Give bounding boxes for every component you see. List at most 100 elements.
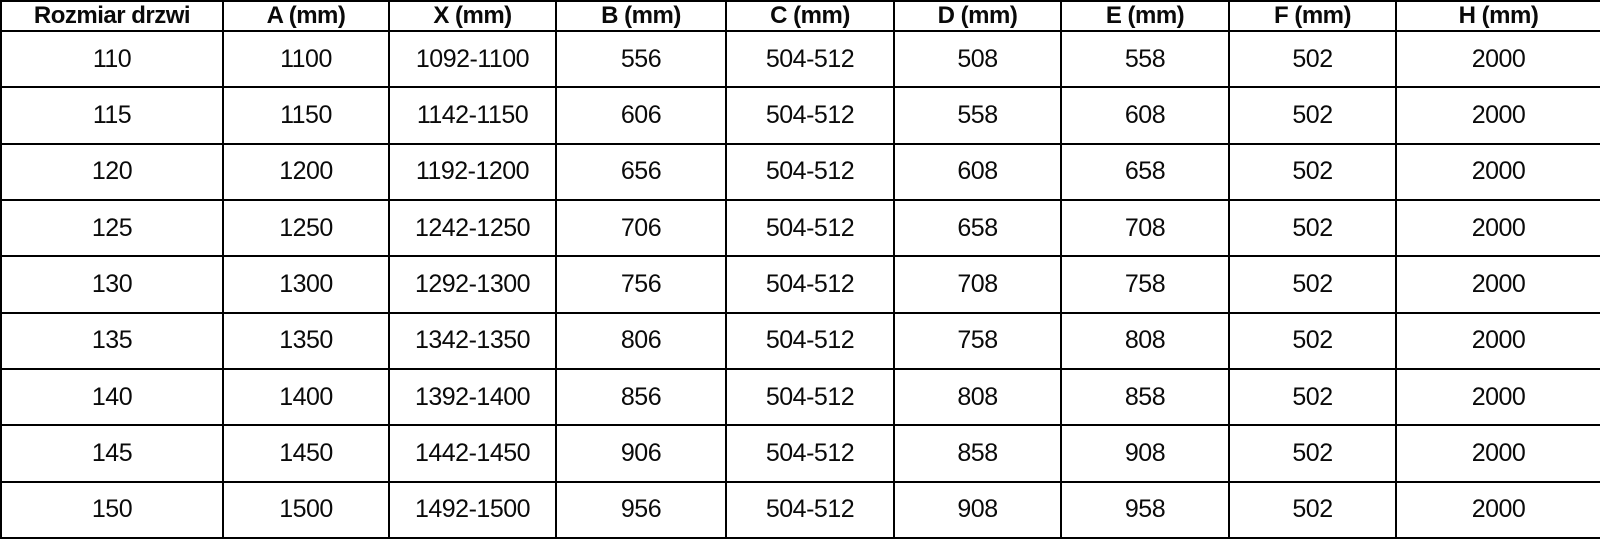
table-cell: 608 bbox=[893, 142, 1062, 201]
table-row: 130 1300 1292-1300 756 504-512 708 758 502 2000 bbox=[0, 255, 1600, 314]
column-header-f: F (mm) bbox=[1228, 0, 1397, 32]
table-cell: 125 bbox=[0, 198, 224, 258]
table-cell: 1392-1400 bbox=[388, 367, 557, 427]
column-header-b: B (mm) bbox=[555, 0, 727, 32]
table-cell: 2000 bbox=[1395, 311, 1600, 370]
table-cell: 708 bbox=[1060, 198, 1230, 258]
table-row: 150 1500 1492-1500 956 504-512 908 958 502 2000 bbox=[0, 480, 1600, 539]
table-cell: 758 bbox=[1060, 255, 1230, 314]
table-cell: 708 bbox=[893, 255, 1062, 314]
table-cell: 1350 bbox=[222, 311, 390, 370]
table-cell: 1250 bbox=[222, 198, 390, 258]
table-cell: 2000 bbox=[1395, 29, 1600, 89]
column-header-e: E (mm) bbox=[1060, 0, 1230, 32]
table-cell: 556 bbox=[555, 29, 727, 89]
table-cell: 120 bbox=[0, 142, 224, 201]
table-cell: 1100 bbox=[222, 29, 390, 89]
table-cell: 806 bbox=[555, 311, 727, 370]
table-cell: 1242-1250 bbox=[388, 198, 557, 258]
table-cell: 658 bbox=[893, 198, 1062, 258]
table-cell: 2000 bbox=[1395, 480, 1600, 539]
table-cell: 2000 bbox=[1395, 86, 1600, 145]
table-cell: 908 bbox=[893, 480, 1062, 539]
column-header-d: D (mm) bbox=[893, 0, 1062, 32]
table-cell: 558 bbox=[893, 86, 1062, 145]
table-cell: 502 bbox=[1228, 311, 1397, 370]
table-cell: 858 bbox=[893, 424, 1062, 483]
table-cell: 2000 bbox=[1395, 198, 1600, 258]
table-cell: 1192-1200 bbox=[388, 142, 557, 201]
table-cell: 858 bbox=[1060, 367, 1230, 427]
table-cell: 1442-1450 bbox=[388, 424, 557, 483]
header-row: Rozmiar drzwi A (mm) X (mm) B (mm) C (mm) D (… bbox=[0, 0, 1600, 32]
table-cell: 1500 bbox=[222, 480, 390, 539]
table-cell: 756 bbox=[555, 255, 727, 314]
table-cell: 758 bbox=[893, 311, 1062, 370]
table-cell: 808 bbox=[1060, 311, 1230, 370]
table-cell: 502 bbox=[1228, 29, 1397, 89]
table-cell: 110 bbox=[0, 29, 224, 89]
table-cell: 504-512 bbox=[725, 424, 895, 483]
table-cell: 504-512 bbox=[725, 311, 895, 370]
table-cell: 608 bbox=[1060, 86, 1230, 145]
table-cell: 1492-1500 bbox=[388, 480, 557, 539]
table-cell: 504-512 bbox=[725, 480, 895, 539]
column-header-c: C (mm) bbox=[725, 0, 895, 32]
table-cell: 145 bbox=[0, 424, 224, 483]
table-cell: 1092-1100 bbox=[388, 29, 557, 89]
table-cell: 1342-1350 bbox=[388, 311, 557, 370]
table-row: 115 1150 1142-1150 606 504-512 558 608 502 2000 bbox=[0, 86, 1600, 145]
table-cell: 504-512 bbox=[725, 86, 895, 145]
table-cell: 504-512 bbox=[725, 198, 895, 258]
column-header-x: X (mm) bbox=[388, 0, 557, 32]
table-row: 140 1400 1392-1400 856 504-512 808 858 502 2000 bbox=[0, 367, 1600, 427]
table-row: 125 1250 1242-1250 706 504-512 658 708 502 2000 bbox=[0, 198, 1600, 258]
table-cell: 2000 bbox=[1395, 255, 1600, 314]
table-cell: 1400 bbox=[222, 367, 390, 427]
table-cell: 856 bbox=[555, 367, 727, 427]
table-cell: 504-512 bbox=[725, 255, 895, 314]
table-cell: 908 bbox=[1060, 424, 1230, 483]
table-cell: 658 bbox=[1060, 142, 1230, 201]
table-row: 135 1350 1342-1350 806 504-512 758 808 502 2000 bbox=[0, 311, 1600, 370]
table-cell: 502 bbox=[1228, 142, 1397, 201]
table-cell: 115 bbox=[0, 86, 224, 145]
table-cell: 1150 bbox=[222, 86, 390, 145]
column-header-h: H (mm) bbox=[1395, 0, 1600, 32]
table-cell: 1450 bbox=[222, 424, 390, 483]
table-row: 120 1200 1192-1200 656 504-512 608 658 502 2000 bbox=[0, 142, 1600, 201]
table-cell: 140 bbox=[0, 367, 224, 427]
table-cell: 558 bbox=[1060, 29, 1230, 89]
table-cell: 508 bbox=[893, 29, 1062, 89]
table-cell: 808 bbox=[893, 367, 1062, 427]
table-cell: 1200 bbox=[222, 142, 390, 201]
table-row: 145 1450 1442-1450 906 504-512 858 908 502 2000 bbox=[0, 424, 1600, 483]
table-cell: 1300 bbox=[222, 255, 390, 314]
table-cell: 906 bbox=[555, 424, 727, 483]
table-cell: 504-512 bbox=[725, 142, 895, 201]
table-cell: 502 bbox=[1228, 86, 1397, 145]
table-row: 110 1100 1092-1100 556 504-512 508 558 502 2000 bbox=[0, 29, 1600, 89]
table-cell: 2000 bbox=[1395, 424, 1600, 483]
column-header-a: A (mm) bbox=[222, 0, 390, 32]
table-cell: 502 bbox=[1228, 480, 1397, 539]
table-cell: 502 bbox=[1228, 255, 1397, 314]
table-cell: 130 bbox=[0, 255, 224, 314]
table-cell: 504-512 bbox=[725, 29, 895, 89]
table-cell: 502 bbox=[1228, 367, 1397, 427]
table-cell: 502 bbox=[1228, 424, 1397, 483]
table-cell: 706 bbox=[555, 198, 727, 258]
table-cell: 2000 bbox=[1395, 367, 1600, 427]
table-cell: 1142-1150 bbox=[388, 86, 557, 145]
table-cell: 656 bbox=[555, 142, 727, 201]
table-cell: 2000 bbox=[1395, 142, 1600, 201]
table-cell: 504-512 bbox=[725, 367, 895, 427]
table-cell: 1292-1300 bbox=[388, 255, 557, 314]
table-cell: 956 bbox=[555, 480, 727, 539]
table-cell: 502 bbox=[1228, 198, 1397, 258]
table-cell: 606 bbox=[555, 86, 727, 145]
table-cell: 135 bbox=[0, 311, 224, 370]
table-cell: 958 bbox=[1060, 480, 1230, 539]
table-cell: 150 bbox=[0, 480, 224, 539]
